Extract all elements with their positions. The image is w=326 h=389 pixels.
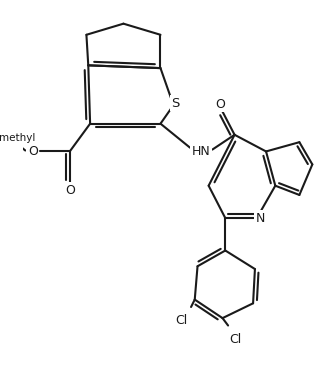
Text: O: O xyxy=(65,184,75,197)
Text: methyl: methyl xyxy=(0,133,35,144)
Text: S: S xyxy=(171,97,180,110)
Text: HN: HN xyxy=(192,145,211,158)
Text: N: N xyxy=(256,212,265,224)
Text: O: O xyxy=(215,98,225,111)
Text: O: O xyxy=(28,145,38,158)
Text: Cl: Cl xyxy=(230,333,242,346)
Text: Cl: Cl xyxy=(176,314,188,328)
